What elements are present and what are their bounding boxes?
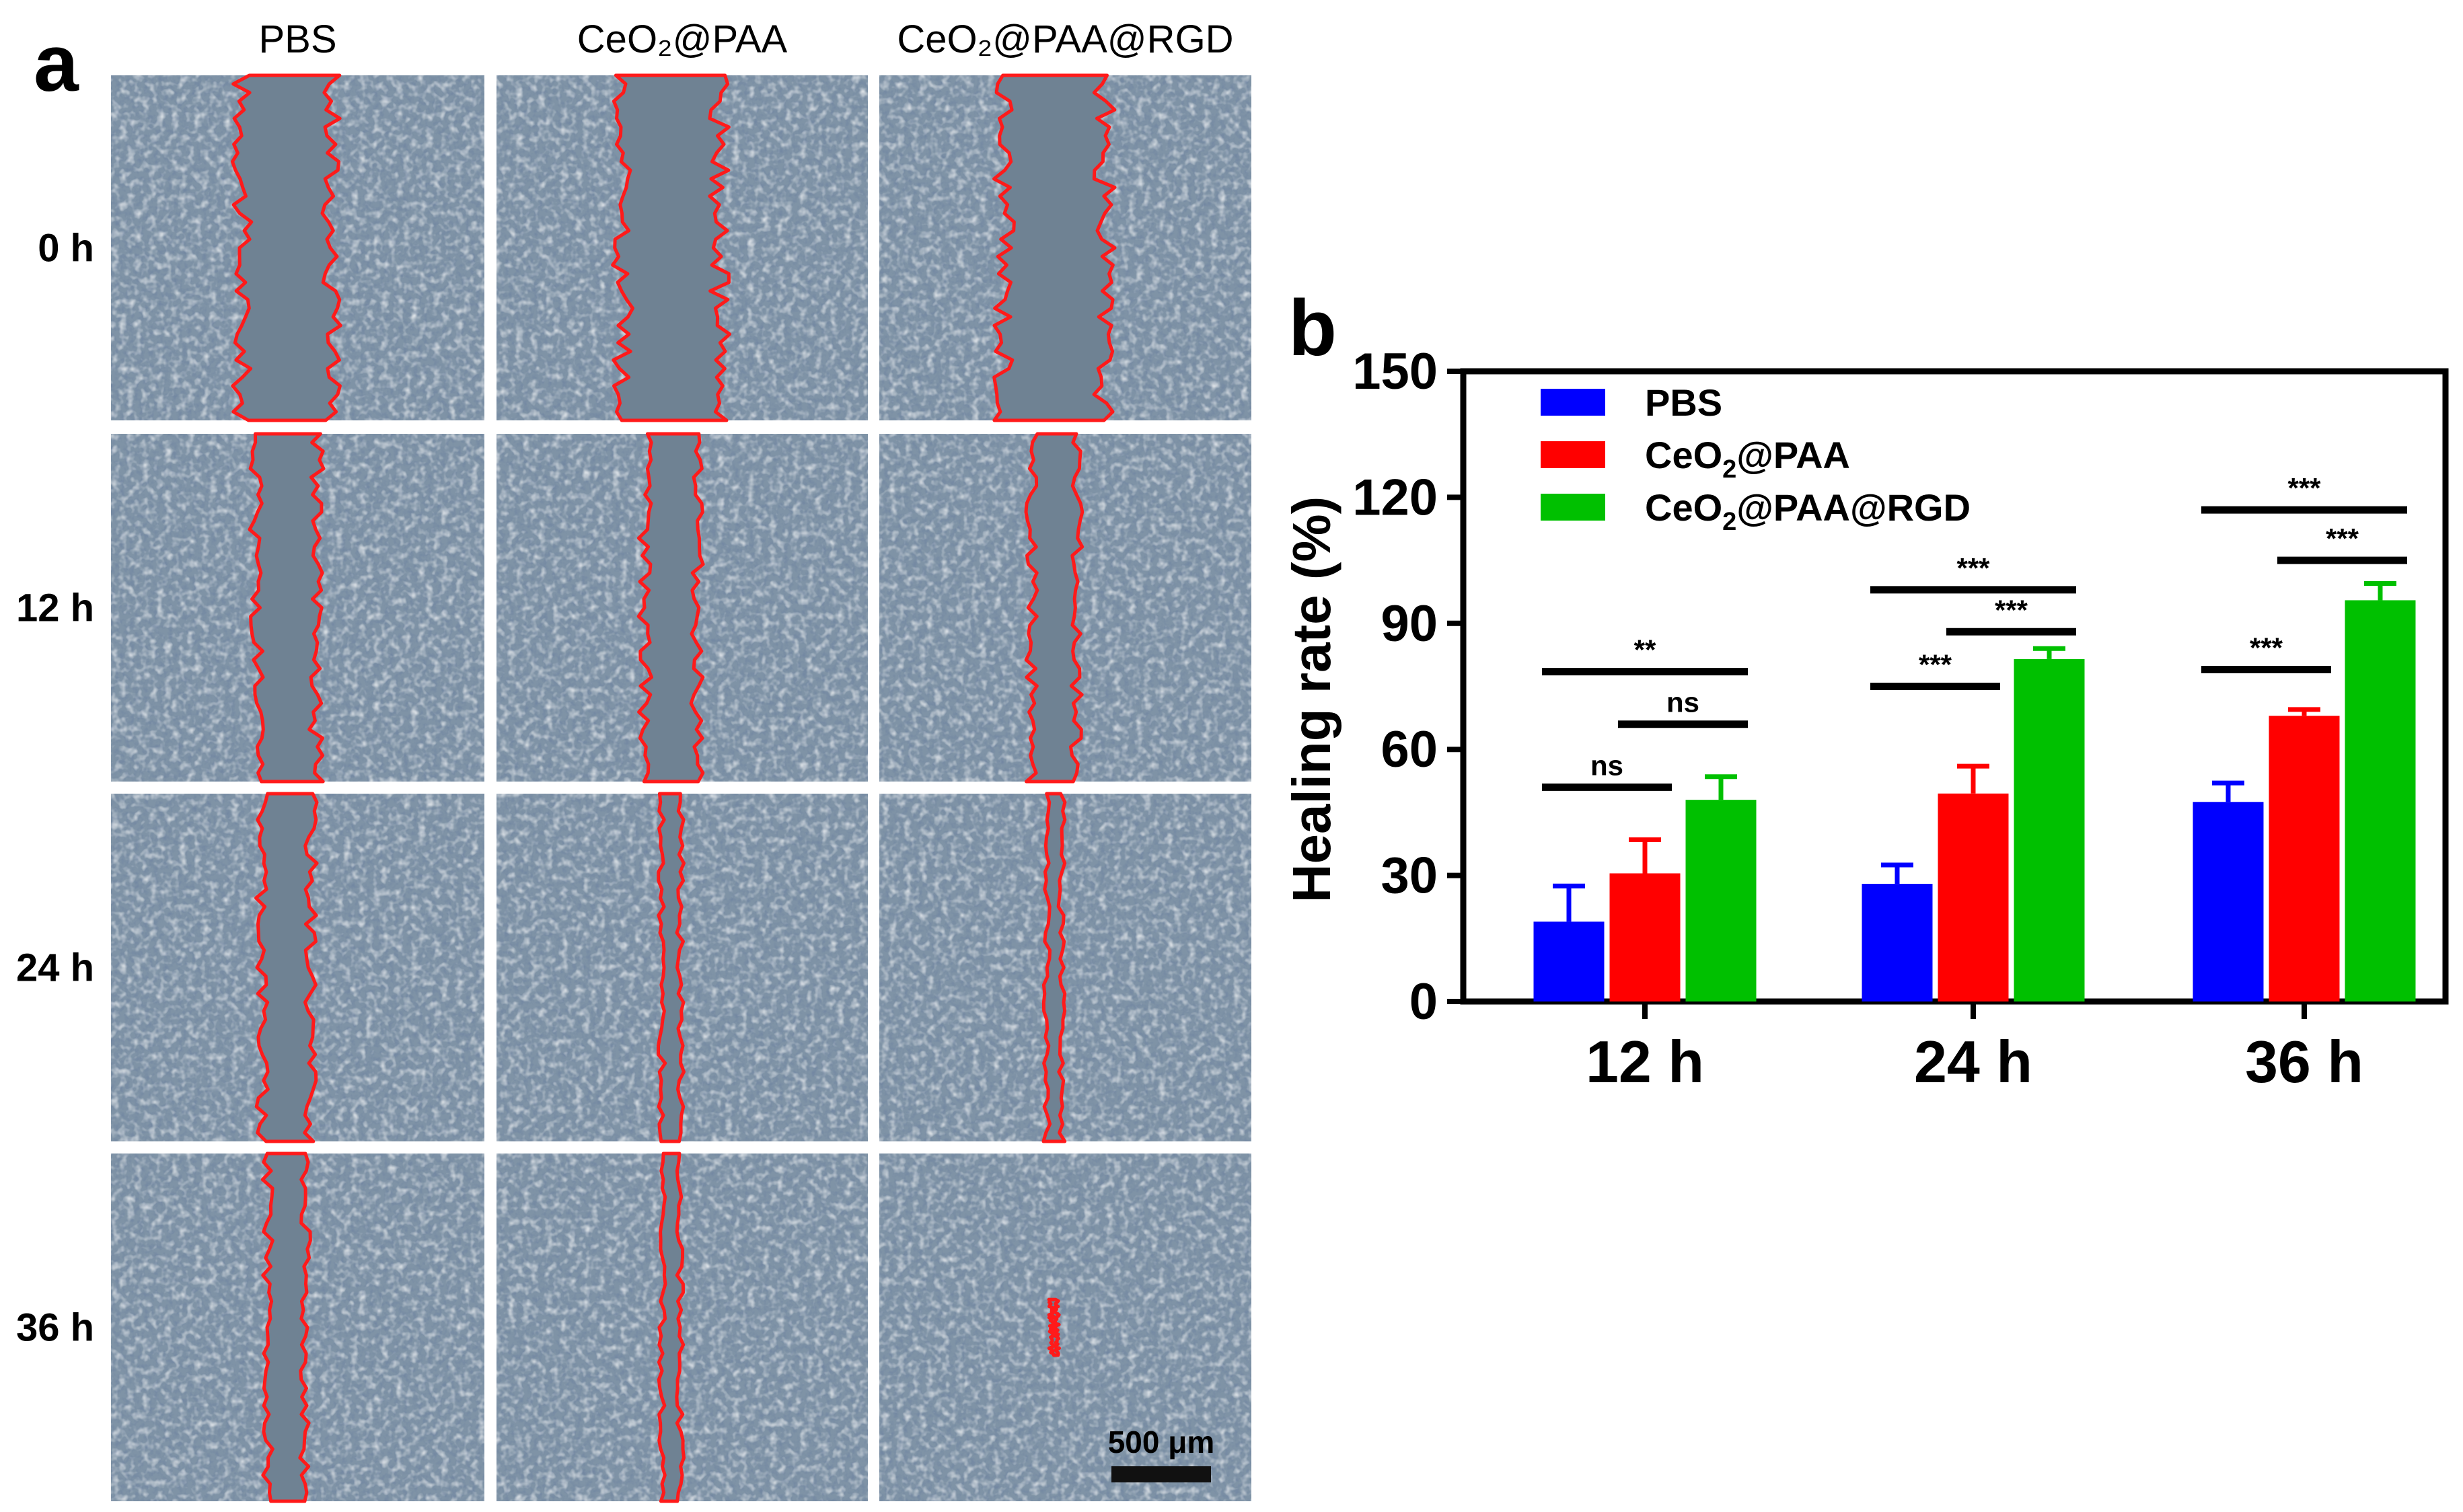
bar <box>1685 800 1757 1001</box>
micrograph-image <box>497 1151 868 1503</box>
micrograph-image <box>111 1151 484 1503</box>
column-label: CeO₂@PAA@RGD <box>897 17 1233 61</box>
significance-label: *** <box>1919 649 1952 681</box>
significance-label: *** <box>2287 472 2321 504</box>
significance-label: *** <box>1995 594 2028 626</box>
row-label: 12 h <box>16 587 94 630</box>
legend-label-main: PBS <box>1645 381 1722 424</box>
row-label: 0 h <box>38 227 94 270</box>
row-label: 36 h <box>16 1306 94 1350</box>
panel-a: a PBS CeO₂@PAA CeO₂@PAA@RGD 0 h 12 h 24 h 36 … <box>16 17 1251 1503</box>
y-tick-label: 90 <box>1381 595 1438 652</box>
legend-label-tail: @PAA@RGD <box>1736 486 1971 529</box>
micrograph-image <box>111 432 484 784</box>
legend-swatch <box>1541 441 1605 468</box>
significance-label: ** <box>1634 634 1656 666</box>
legend-label-main: CeO <box>1645 486 1722 529</box>
row-labels: 0 h 12 h 24 h 36 h <box>16 227 94 1350</box>
legend-label: CeO2@PAA@RGD <box>1645 486 1971 536</box>
wound-gap-outline <box>254 792 319 1143</box>
scale-bar-line <box>1111 1466 1211 1482</box>
y-tick-label: 30 <box>1381 847 1438 905</box>
significance-label: ns <box>1590 749 1623 781</box>
column-labels: PBS CeO₂@PAA CeO₂@PAA@RGD <box>258 17 1233 61</box>
bar <box>2014 658 2085 1001</box>
x-tick-label: 12 h <box>1586 1028 1704 1095</box>
wound-gap-outline <box>657 792 686 1143</box>
micrograph-image <box>497 432 868 784</box>
wound-gap-outline <box>636 432 705 784</box>
column-label: PBS <box>258 17 336 61</box>
wound-gap-outline <box>260 1151 312 1503</box>
row-label: 24 h <box>16 946 94 990</box>
wound-gap-outline <box>1041 792 1067 1143</box>
wound-gap-outline <box>1024 432 1085 784</box>
wound-gap-outline <box>231 73 342 422</box>
bar <box>2345 600 2416 1001</box>
micrograph-image <box>111 73 484 422</box>
micrograph-image <box>879 432 1251 784</box>
wound-gap-outline <box>248 432 326 784</box>
bar <box>2193 802 2264 1001</box>
chart-axes: 0 30 60 90 120 150 12 h 24 h 36 h <box>1352 343 2449 1095</box>
legend-label-subscript: 2 <box>1722 508 1736 536</box>
significance-label: ns <box>1666 687 1699 718</box>
panel-a-letter: a <box>34 18 79 108</box>
wound-gap-outline <box>992 73 1117 422</box>
y-tick-label: 0 <box>1409 973 1438 1030</box>
micrograph-image <box>879 792 1251 1143</box>
micrograph-image <box>497 73 868 422</box>
y-tick-label: 60 <box>1381 721 1438 778</box>
legend-label-main: CeO <box>1645 434 1722 476</box>
significance-label: *** <box>1956 552 1990 584</box>
bar <box>2269 716 2340 1001</box>
x-tick-label: 24 h <box>1914 1028 2032 1095</box>
cell-texture-light <box>497 794 868 1141</box>
chart-bars <box>1533 600 2416 1001</box>
scale-bar: 500 μm <box>1108 1425 1215 1482</box>
significance-label: *** <box>2250 632 2283 664</box>
micrograph-image <box>111 792 484 1143</box>
chart-error-bars <box>1553 580 2396 922</box>
legend-label: PBS <box>1645 381 1722 424</box>
significance-label: *** <box>2326 523 2359 554</box>
legend-swatch <box>1541 494 1605 521</box>
micrograph-grid <box>111 73 1251 1503</box>
y-tick-label: 150 <box>1352 343 1438 400</box>
bar <box>1862 884 1933 1001</box>
wound-gap-outline <box>611 73 732 422</box>
legend-label-subscript: 2 <box>1722 455 1736 484</box>
scale-bar-label: 500 μm <box>1108 1425 1215 1460</box>
micrograph-image <box>497 792 868 1143</box>
wound-gap-outline <box>1047 1297 1061 1357</box>
y-tick-label: 120 <box>1352 469 1438 526</box>
bar <box>1609 873 1681 1001</box>
panel-b-letter: b <box>1288 284 1337 373</box>
y-axis-title: Healing rate (%) <box>1282 496 1341 903</box>
micrograph-image <box>879 73 1251 422</box>
legend-label-tail: @PAA <box>1736 434 1850 476</box>
bar <box>1938 793 2009 1001</box>
legend-swatch <box>1541 389 1605 416</box>
cell-texture-light <box>879 1154 1251 1501</box>
x-tick-label: 36 h <box>2245 1028 2363 1095</box>
column-label: CeO₂@PAA <box>577 17 788 61</box>
legend-label: CeO2@PAA <box>1645 434 1850 484</box>
micrograph-image <box>879 1154 1251 1501</box>
bar <box>1533 921 1605 1001</box>
wound-gap-outline <box>657 1151 686 1503</box>
